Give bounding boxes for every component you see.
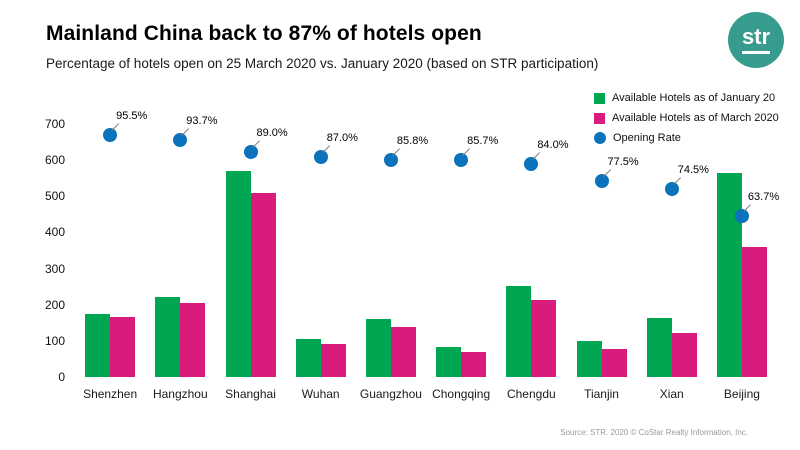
- category-group: 85.7%: [426, 124, 499, 377]
- bar-march: [531, 300, 557, 377]
- legend-label: Available Hotels as of January 20: [612, 92, 776, 104]
- str-logo-text: str: [741, 26, 771, 54]
- category-group: 74.5%: [637, 124, 709, 377]
- bar-january: [225, 171, 251, 377]
- bar-january: [646, 318, 672, 377]
- x-axis-label: Chongqing: [432, 387, 491, 401]
- x-axis-label: Guangzhou: [359, 387, 422, 401]
- legend-label: Available Hotels as of March 2020: [612, 112, 779, 124]
- bar-pair: [286, 339, 356, 377]
- bar-pair: [215, 171, 285, 377]
- bar-march: [671, 333, 697, 377]
- bar-march: [461, 352, 487, 377]
- y-tick-label: 100: [44, 333, 65, 348]
- legend-item: Opening Rate: [594, 132, 779, 144]
- opening-rate-dot: [454, 153, 469, 168]
- bar-pair: [426, 347, 496, 377]
- opening-rate-label: 63.7%: [747, 190, 780, 203]
- category-group: 63.7%: [707, 124, 780, 377]
- x-axis-label: Hangzhou: [152, 387, 208, 401]
- legend-square-swatch: [594, 92, 605, 104]
- category-group: 87.0%: [286, 124, 358, 377]
- opening-rate-label: 84.0%: [537, 139, 569, 152]
- x-axis-label: Wuhan: [301, 387, 340, 401]
- opening-rate-dot: [103, 128, 118, 143]
- opening-rate-dot: [524, 157, 539, 172]
- opening-rate-dot: [243, 144, 258, 159]
- bar-january: [436, 347, 462, 377]
- bar-pair: [145, 297, 215, 377]
- opening-rate-label: 85.7%: [467, 135, 499, 148]
- y-tick-label: 0: [58, 370, 65, 384]
- opening-rate-label: 87.0%: [326, 131, 358, 144]
- y-tick-label: 500: [44, 189, 65, 204]
- opening-rate-dot: [664, 181, 679, 196]
- bar-pair: [356, 319, 426, 377]
- bar-pair: [566, 341, 636, 377]
- plot-area: 95.5% 93.7% 89.0% 87.0% 85.8% 85.7% 84.0% 77.5%…: [75, 111, 780, 377]
- x-axis: Shenzhen Hangzhou Shanghai Wuhan Guangzhou Ch…: [75, 387, 777, 401]
- bar-january: [365, 319, 391, 377]
- opening-rate-label: 93.7%: [186, 114, 218, 127]
- bar-pair: [637, 318, 707, 377]
- legend-label: Opening Rate: [613, 132, 681, 144]
- page-title: Mainland China back to 87% of hotels ope…: [46, 22, 482, 45]
- x-axis-label: Shanghai: [225, 387, 276, 401]
- legend: Available Hotels as of January 20 Availab…: [594, 92, 779, 144]
- opening-rate-dot: [734, 208, 749, 223]
- opening-rate-dot: [594, 173, 609, 188]
- opening-rate-label: 95.5%: [116, 110, 148, 123]
- bar-january: [576, 341, 602, 377]
- bar-pair: [496, 286, 566, 377]
- legend-item: Available Hotels as of January 20: [594, 92, 779, 104]
- x-axis-label: Beijing: [723, 387, 760, 401]
- y-tick-label: 600: [44, 153, 65, 168]
- bar-march: [320, 344, 346, 377]
- y-tick-label: 700: [44, 117, 65, 131]
- str-logo: str: [728, 12, 784, 68]
- legend-square-swatch: [594, 112, 605, 124]
- bar-march: [180, 303, 206, 377]
- bar-january: [506, 286, 532, 377]
- plot-wrap: 0 100 200 300 400 500 600 700 95.5% 93.7% 89.0% 87…: [40, 111, 780, 383]
- y-tick-label: 200: [44, 297, 65, 312]
- x-axis-label: Shenzhen: [83, 387, 138, 401]
- category-group: 84.0%: [496, 124, 569, 377]
- opening-rate-dot: [173, 132, 188, 147]
- bar-march: [110, 317, 136, 377]
- y-axis: 0 100 200 300 400 500 600 700: [40, 118, 75, 383]
- bar-march: [250, 193, 276, 377]
- opening-rate-label: 74.5%: [677, 163, 709, 176]
- y-tick-label: 300: [44, 261, 65, 276]
- opening-rate-label: 77.5%: [607, 155, 639, 168]
- opening-rate-dot: [313, 149, 328, 164]
- bar-march: [390, 327, 416, 377]
- bar-january: [85, 314, 111, 377]
- chart-subtitle: Percentage of hotels open on 25 March 20…: [46, 56, 599, 71]
- opening-rate-label: 89.0%: [256, 126, 288, 139]
- category-group: 93.7%: [145, 115, 218, 377]
- opening-rate-dot: [383, 152, 398, 167]
- chart-area: 0 100 200 300 400 500 600 700 95.5% 93.7% 89.0% 87…: [40, 111, 780, 401]
- category-group: 95.5%: [75, 111, 147, 377]
- category-group: 89.0%: [215, 124, 288, 377]
- source-note: Source: STR. 2020 © CoStar Realty Inform…: [560, 428, 748, 437]
- x-axis-label: Chengdu: [506, 387, 556, 401]
- opening-rate-label: 85.8%: [396, 134, 429, 147]
- category-group: 85.8%: [356, 124, 429, 377]
- bar-january: [295, 339, 321, 377]
- bar-january: [155, 297, 181, 377]
- bar-march: [601, 349, 627, 377]
- bar-pair: [707, 173, 777, 377]
- bar-march: [741, 247, 767, 377]
- x-axis-label: Xian: [659, 387, 684, 401]
- legend-dot-swatch: [594, 132, 606, 144]
- category-group: 77.5%: [566, 124, 639, 377]
- bar-pair: [75, 314, 145, 377]
- bar-january: [716, 173, 742, 377]
- x-axis-label: Tianjin: [584, 387, 619, 401]
- y-tick-label: 400: [44, 225, 65, 240]
- legend-item: Available Hotels as of March 2020: [594, 112, 779, 124]
